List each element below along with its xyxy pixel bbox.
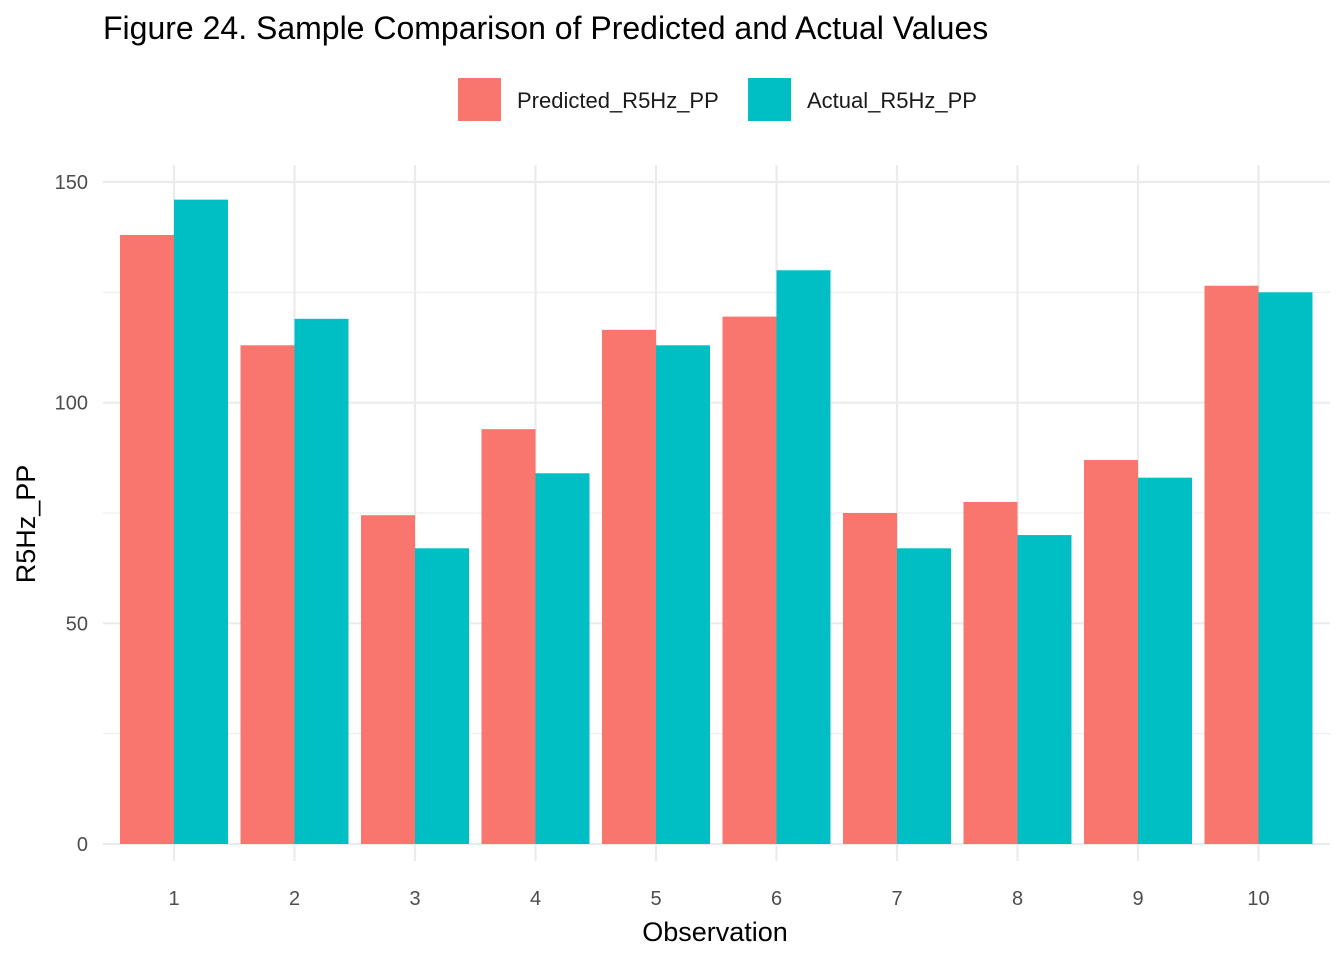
- y-tick-label: 150: [55, 172, 88, 194]
- x-axis-title: Observation: [642, 917, 788, 947]
- x-tick-label: 6: [771, 888, 782, 910]
- legend-swatch-actual: [748, 78, 791, 121]
- chart-title: Figure 24. Sample Comparison of Predicte…: [103, 10, 988, 46]
- bar-actual-7: [897, 548, 951, 844]
- bar-actual-8: [1017, 535, 1072, 844]
- bar-actual-10: [1258, 292, 1313, 844]
- x-tick-label: 10: [1247, 888, 1269, 910]
- bar-predicted-7: [843, 513, 897, 844]
- y-axis-ticks: 0 50 100 150: [55, 172, 88, 856]
- bar-predicted-9: [1084, 460, 1138, 844]
- x-tick-label: 3: [409, 888, 420, 910]
- bar-predicted-4: [481, 429, 536, 844]
- bar-predicted-5: [602, 329, 656, 844]
- x-tick-label: 7: [891, 888, 902, 910]
- bar-predicted-6: [722, 316, 777, 844]
- bar-predicted-8: [963, 501, 1018, 844]
- bar-actual-9: [1138, 477, 1192, 844]
- legend-label-actual: Actual_R5Hz_PP: [807, 88, 977, 113]
- legend-swatch-predicted: [458, 78, 501, 121]
- y-tick-label: 50: [66, 613, 88, 635]
- x-tick-label: 4: [530, 888, 541, 910]
- bar-predicted-2: [240, 345, 295, 844]
- legend: Predicted_R5Hz_PP Actual_R5Hz_PP: [458, 78, 977, 121]
- bars: [120, 199, 1313, 845]
- bar-actual-1: [174, 199, 228, 845]
- x-tick-label: 8: [1012, 888, 1023, 910]
- bar-actual-5: [656, 345, 710, 844]
- x-tick-label: 9: [1132, 888, 1143, 910]
- bar-actual-3: [415, 548, 469, 844]
- bar-predicted-1: [120, 234, 174, 844]
- bar-actual-2: [294, 318, 349, 844]
- y-tick-label: 0: [77, 834, 88, 856]
- bar-actual-4: [535, 473, 590, 844]
- y-axis-title: R5Hz_PP: [11, 465, 41, 584]
- y-tick-label: 100: [55, 393, 88, 415]
- legend-label-predicted: Predicted_R5Hz_PP: [517, 88, 719, 113]
- x-tick-label: 2: [289, 888, 300, 910]
- bar-predicted-3: [361, 515, 415, 844]
- x-axis-ticks: 1 2 3 4 5 6 7 8 9 10: [168, 888, 1269, 910]
- bar-predicted-10: [1204, 285, 1259, 844]
- x-tick-label: 5: [650, 888, 661, 910]
- x-tick-label: 1: [168, 888, 179, 910]
- bar-actual-6: [776, 270, 831, 844]
